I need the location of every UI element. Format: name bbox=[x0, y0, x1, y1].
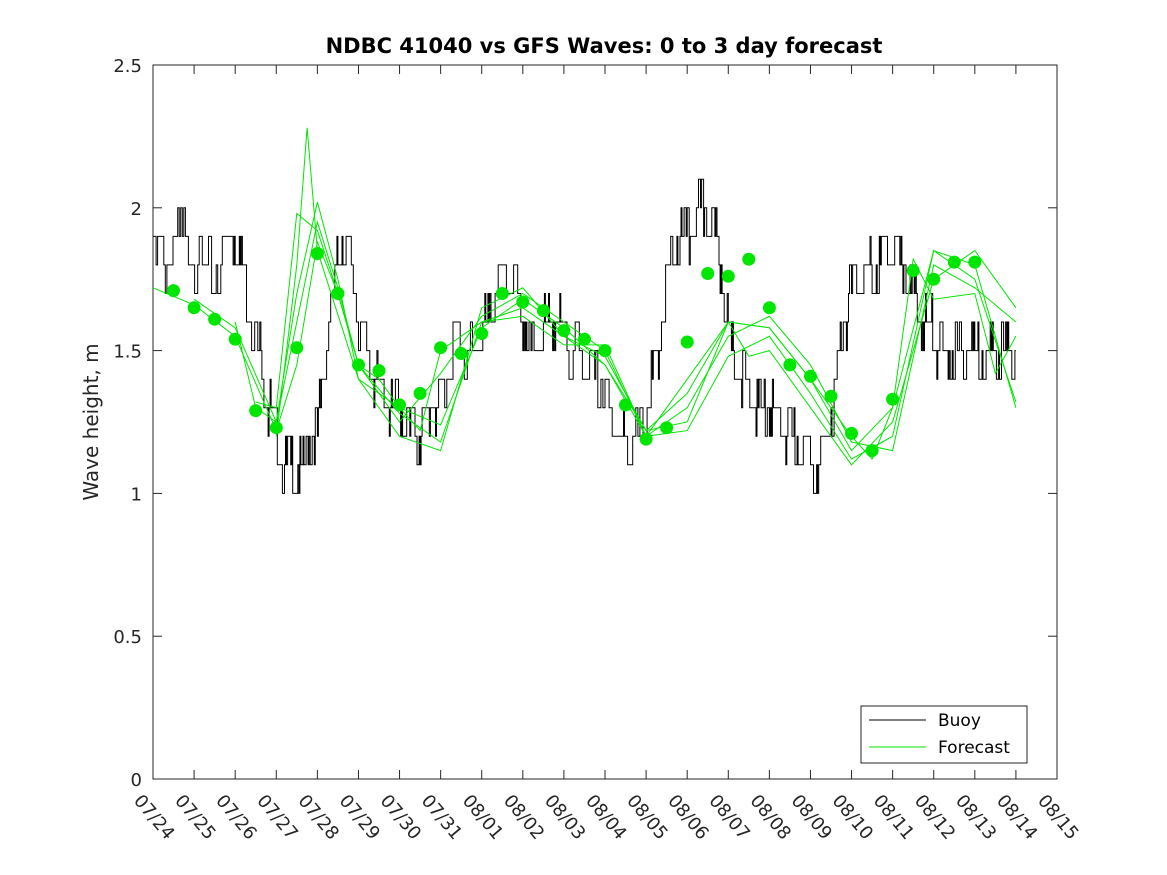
x-tick-label: 08/02 bbox=[499, 791, 548, 844]
forecast-point bbox=[208, 312, 222, 326]
forecast-point bbox=[331, 287, 345, 300]
forecast-point bbox=[557, 324, 571, 338]
forecast-point bbox=[167, 284, 180, 298]
x-tick-label: 07/24 bbox=[129, 791, 178, 844]
x-tick-label: 08/13 bbox=[951, 791, 1000, 844]
x-tick-label: 07/27 bbox=[252, 791, 301, 844]
x-tick-label: 08/07 bbox=[704, 791, 753, 844]
y-tick-label: 0 bbox=[131, 770, 142, 791]
forecast-point bbox=[290, 341, 304, 355]
forecast-point bbox=[886, 392, 900, 406]
plot-area-frame bbox=[152, 64, 1058, 780]
forecast-point bbox=[536, 304, 550, 318]
x-tick-label: 07/28 bbox=[294, 791, 343, 844]
buoy-line bbox=[153, 178, 1016, 494]
forecast-point bbox=[187, 301, 201, 315]
x-tick-label: 08/14 bbox=[992, 791, 1041, 844]
forecast-point bbox=[968, 255, 982, 269]
forecast-point bbox=[906, 264, 920, 278]
x-tick-label: 07/29 bbox=[335, 791, 384, 844]
forecast-point bbox=[269, 421, 283, 435]
forecast-point bbox=[249, 404, 263, 418]
forecast-point bbox=[352, 358, 365, 372]
forecast-point bbox=[516, 295, 530, 309]
x-tick-label: 08/09 bbox=[787, 791, 836, 844]
x-tick-label: 08/11 bbox=[869, 791, 918, 844]
legend: Buoy Forecast bbox=[860, 705, 1028, 764]
x-tick-label: 08/04 bbox=[581, 791, 630, 844]
forecast-point bbox=[804, 369, 817, 383]
x-tick-label: 08/05 bbox=[622, 791, 671, 844]
forecast-point bbox=[598, 344, 612, 358]
legend-box bbox=[860, 705, 1028, 764]
forecast-point bbox=[454, 347, 468, 360]
x-tick-label: 08/15 bbox=[1033, 791, 1082, 844]
forecast-point bbox=[495, 287, 509, 300]
x-tick-label: 08/10 bbox=[828, 791, 877, 844]
y-tick-label: 1.5 bbox=[113, 342, 142, 363]
forecast-point bbox=[372, 364, 386, 378]
forecast-point bbox=[680, 335, 694, 349]
y-tick-label: 2.5 bbox=[113, 56, 142, 77]
forecast-point bbox=[619, 398, 632, 412]
forecast-point bbox=[228, 332, 242, 346]
forecast-point bbox=[701, 267, 715, 280]
forecast-point bbox=[865, 444, 879, 458]
forecast-point bbox=[413, 386, 427, 400]
forecast-point bbox=[721, 269, 735, 283]
forecast-point bbox=[845, 426, 858, 440]
forecast-point bbox=[393, 398, 406, 412]
forecast-point bbox=[742, 252, 756, 266]
forecast-point bbox=[578, 332, 591, 346]
x-tick-label: 08/08 bbox=[746, 791, 795, 844]
x-tick-label: 07/26 bbox=[211, 791, 260, 844]
buoy-series bbox=[153, 178, 1016, 494]
forecast-point bbox=[434, 341, 448, 355]
x-tick-label: 08/12 bbox=[910, 791, 959, 844]
forecast-point bbox=[660, 421, 674, 435]
forecast-point bbox=[762, 301, 776, 315]
x-tick-label: 07/30 bbox=[376, 791, 425, 844]
y-tick-label: 0.5 bbox=[113, 627, 142, 648]
legend-buoy-label: Buoy bbox=[938, 711, 981, 731]
x-tick-label: 07/31 bbox=[417, 791, 466, 844]
forecast-point bbox=[475, 327, 489, 340]
chart-title: NDBC 41040 vs GFS Waves: 0 to 3 day fore… bbox=[326, 34, 883, 58]
legend-forecast-label: Forecast bbox=[938, 738, 1010, 758]
forecast-point bbox=[927, 272, 941, 286]
y-tick-label: 1 bbox=[131, 484, 142, 505]
x-tick-label: 08/03 bbox=[540, 791, 589, 844]
forecast-point bbox=[824, 389, 838, 403]
forecast-point bbox=[783, 358, 797, 372]
forecast-point bbox=[310, 247, 324, 260]
x-tick-label: 07/25 bbox=[170, 791, 219, 844]
y-tick-label: 2 bbox=[131, 199, 142, 220]
forecast-markers bbox=[167, 247, 982, 458]
forecast-point bbox=[639, 432, 653, 446]
forecast-point bbox=[947, 255, 961, 269]
x-tick-label: 08/06 bbox=[663, 791, 712, 844]
forecast-run-line bbox=[193, 220, 1017, 452]
y-axis-label: Wave height, m bbox=[79, 343, 103, 500]
x-tick-label: 08/01 bbox=[458, 791, 507, 844]
